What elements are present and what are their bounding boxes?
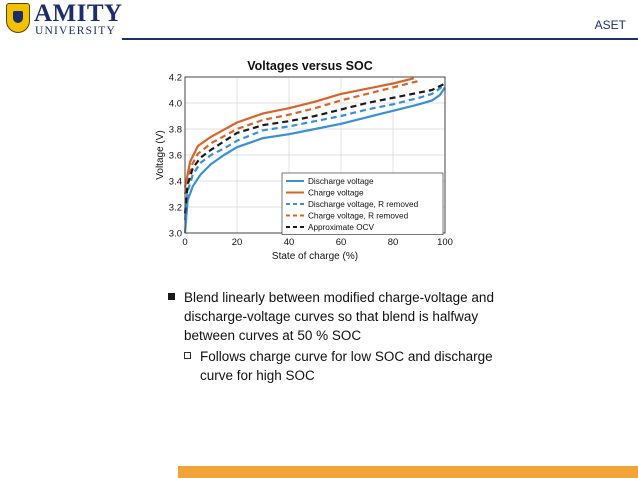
square-bullet-icon — [168, 293, 175, 300]
voltage-soc-chart: Voltages versus SOC 0 20 40 60 80 100 3.0 3.2 3.… — [155, 55, 465, 277]
series-line — [183, 83, 446, 221]
y-tick-label: 3.0 — [169, 229, 182, 240]
amity-crest-icon — [6, 3, 30, 33]
bullet-item: Blend linearly between modified charge-v… — [168, 288, 508, 345]
series-line — [183, 82, 446, 214]
sub-bullet-item: Follows charge curve for low SOC and dis… — [184, 347, 508, 385]
chart-svg: Voltages versus SOC 0 20 40 60 80 100 3.0 3.2 3.… — [155, 59, 453, 262]
y-tick-label: 4.2 — [169, 73, 182, 84]
x-tick-label: 100 — [437, 237, 453, 248]
y-tick-label: 3.8 — [169, 125, 182, 136]
chart-series — [183, 77, 446, 234]
legend-entry: Charge voltage — [308, 189, 364, 198]
section-label: ASET — [594, 18, 626, 32]
x-axis-label: State of charge (%) — [272, 251, 358, 262]
header-divider — [122, 38, 638, 40]
hollow-square-bullet-icon — [184, 352, 191, 359]
logo-name: AMITY — [34, 0, 123, 27]
x-tick-label: 20 — [232, 237, 243, 248]
slide-header: AMITY UNIVERSITY ASET — [0, 0, 638, 44]
logo-subtitle: UNIVERSITY — [35, 25, 116, 37]
y-tick-label: 3.4 — [169, 177, 182, 188]
series-line — [183, 86, 446, 234]
y-tick-label: 3.6 — [169, 151, 182, 162]
footer-accent-bar — [178, 466, 638, 478]
chart-legend: Discharge voltage Charge voltage Discharge… — [281, 172, 444, 235]
slide-bullets: Blend linearly between modified charge-v… — [168, 288, 508, 385]
x-tick-label: 0 — [182, 237, 187, 248]
series-line — [183, 79, 420, 195]
chart-ticks: 0 20 40 60 80 100 3.0 3.2 3.4 3.6 3.8 4.0 4.2 — [169, 73, 453, 249]
bullet-text: Blend linearly between modified charge-v… — [184, 290, 494, 343]
legend-entry: Approximate OCV — [308, 223, 375, 232]
y-axis-label: Voltage (V) — [155, 130, 166, 179]
legend-entry: Discharge voltage, R removed — [308, 200, 419, 209]
chart-title: Voltages versus SOC — [247, 59, 373, 73]
legend-entry: Charge voltage, R removed — [308, 212, 409, 221]
y-tick-label: 4.0 — [169, 99, 182, 110]
x-tick-label: 80 — [388, 237, 399, 248]
sub-bullet-text: Follows charge curve for low SOC and dis… — [200, 349, 493, 383]
x-tick-label: 40 — [284, 237, 295, 248]
legend-entry: Discharge voltage — [308, 177, 374, 186]
legend-box — [281, 172, 444, 235]
series-line — [183, 77, 415, 188]
y-tick-label: 3.2 — [169, 203, 182, 214]
x-tick-label: 60 — [336, 237, 347, 248]
